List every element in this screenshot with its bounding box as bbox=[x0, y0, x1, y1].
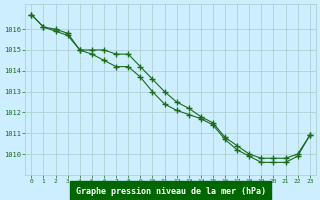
X-axis label: Graphe pression niveau de la mer (hPa): Graphe pression niveau de la mer (hPa) bbox=[76, 187, 266, 196]
